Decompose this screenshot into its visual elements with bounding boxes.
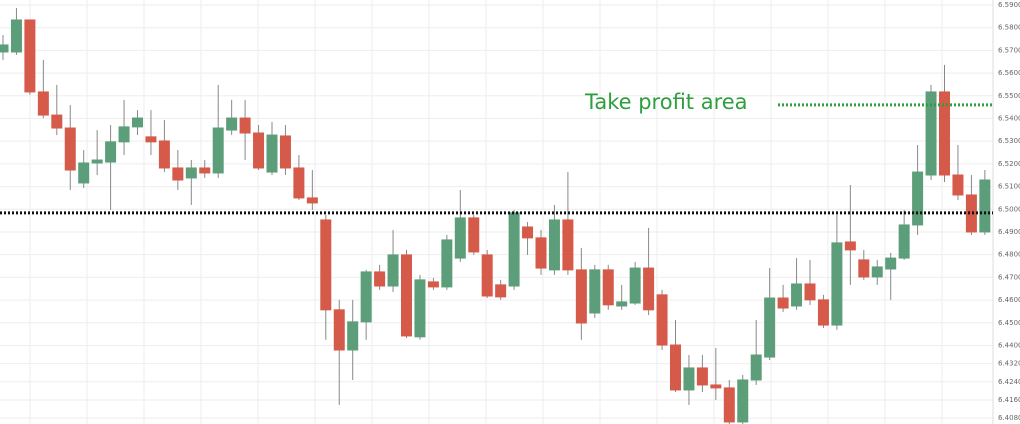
candle-body <box>333 309 345 351</box>
candle-body <box>37 91 49 116</box>
candle-body <box>508 212 520 287</box>
candle-body <box>898 224 910 259</box>
y-tick-label: 6.4400 <box>998 341 1020 349</box>
candle-body <box>871 266 883 278</box>
candle-body <box>91 159 103 164</box>
y-tick-label: 6.4320 <box>998 360 1020 368</box>
candle-body <box>172 167 184 181</box>
candle-body <box>401 254 412 337</box>
candle-body <box>320 219 332 311</box>
candle-body <box>562 219 574 271</box>
y-tick-label: 6.4240 <box>998 378 1020 386</box>
y-tick-label: 6.4800 <box>998 251 1020 259</box>
candle-body <box>912 171 924 226</box>
candle-body <box>629 267 641 304</box>
candle-body <box>858 259 870 278</box>
candle-body <box>306 197 318 204</box>
candle-body <box>750 354 762 381</box>
candle-body <box>427 281 439 288</box>
candle-body <box>441 239 453 288</box>
candle-body <box>683 367 695 391</box>
candle-body <box>293 167 305 199</box>
candle-body <box>791 283 803 307</box>
candle-body <box>764 297 776 358</box>
candle-body <box>78 162 90 184</box>
candle-body <box>979 179 991 233</box>
candle-body <box>212 127 224 174</box>
y-tick-label: 6.4080 <box>998 414 1020 422</box>
candle-body <box>925 91 937 176</box>
y-tick-label: 6.5300 <box>998 137 1020 145</box>
candle-body <box>589 269 601 314</box>
candle-body <box>239 117 251 134</box>
y-tick-label: 6.5500 <box>998 92 1020 100</box>
candle-body <box>952 174 964 196</box>
candle-body <box>939 91 950 176</box>
y-tick-label: 6.5000 <box>998 205 1020 213</box>
candle-body <box>105 141 117 163</box>
candle-body <box>279 135 291 169</box>
candle-body <box>64 127 76 171</box>
candle-body <box>535 237 547 269</box>
y-tick-label: 6.5200 <box>998 160 1020 168</box>
candle-body <box>253 132 265 169</box>
candle-body <box>158 140 170 169</box>
candle-body <box>266 134 278 173</box>
candle-body <box>656 294 668 346</box>
annotation: Take profit area <box>584 90 748 114</box>
y-tick-label: 6.4900 <box>998 228 1020 236</box>
y-tick-label: 6.5600 <box>998 69 1020 77</box>
candle-body <box>885 257 897 270</box>
candle-body <box>199 167 211 174</box>
candle-body <box>347 321 359 351</box>
candle-body <box>817 299 829 326</box>
candle-body <box>844 241 856 251</box>
candle-body <box>696 367 708 386</box>
candle-body <box>185 167 197 179</box>
candle-body <box>145 136 157 143</box>
candle-body <box>643 267 655 311</box>
candle-body <box>132 117 143 128</box>
candle-body <box>414 279 426 338</box>
candle-body <box>602 269 614 306</box>
candle-body <box>965 194 977 233</box>
candle-body <box>387 254 399 287</box>
y-tick-label: 6.4600 <box>998 296 1020 304</box>
candle-body <box>804 283 816 301</box>
y-tick-label: 6.4500 <box>998 319 1020 327</box>
candle-body <box>831 242 843 326</box>
candle-body <box>51 114 63 129</box>
candle-body <box>777 297 789 309</box>
candle-body <box>118 126 130 143</box>
candle-body <box>468 217 480 253</box>
candle-body <box>723 387 735 423</box>
candle-body <box>360 271 372 323</box>
y-tick-label: 6.5900 <box>998 1 1020 9</box>
candle-body <box>737 379 749 423</box>
candle-body <box>495 284 507 298</box>
y-tick-label: 6.4160 <box>998 396 1020 404</box>
y-tick-label: 6.5100 <box>998 183 1020 191</box>
candle-body <box>454 217 466 259</box>
candle-body <box>616 301 628 307</box>
candle-body <box>226 117 238 131</box>
candle-body <box>548 219 560 271</box>
y-tick-label: 6.5400 <box>998 114 1020 122</box>
candle-body <box>522 226 534 239</box>
candle-body <box>670 344 681 391</box>
y-tick-label: 6.5700 <box>998 46 1020 54</box>
candle-body <box>710 384 722 389</box>
candle-body <box>0 44 9 53</box>
candle-body <box>481 254 493 297</box>
candle-body <box>575 269 587 324</box>
candle-body <box>24 19 36 93</box>
candle-body <box>374 271 386 287</box>
y-tick-label: 6.4700 <box>998 273 1020 281</box>
candle-body <box>10 19 22 53</box>
y-tick-label: 6.5800 <box>998 24 1020 32</box>
